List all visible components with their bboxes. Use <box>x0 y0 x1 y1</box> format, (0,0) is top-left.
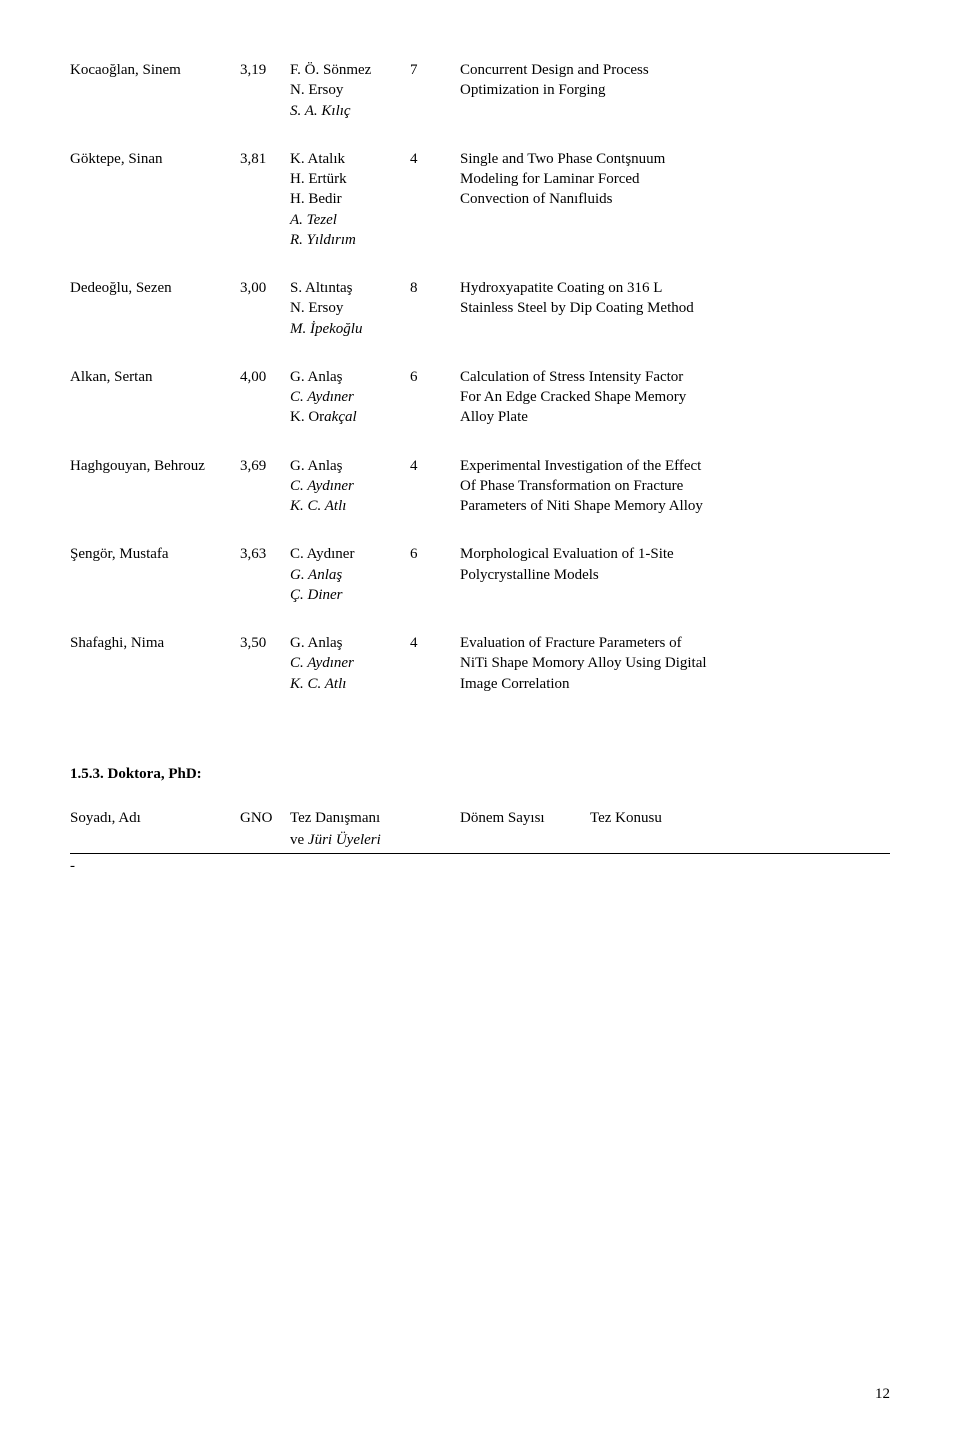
entry-gno: 3,00 <box>240 278 290 339</box>
header-advisor: Tez Danışmanı <box>290 808 410 828</box>
jury-line: C. Aydıner <box>290 653 410 673</box>
description-line: Morphological Evaluation of 1-Site <box>460 544 890 564</box>
entry-advisors: G. AnlaşC. AydınerK. C. Atlı <box>290 633 410 694</box>
entry-name: Dedeoğlu, Sezen <box>70 278 240 339</box>
section-heading: 1.5.3. Doktora, PhD: <box>70 764 890 784</box>
advisor-line: S. Altıntaş <box>290 278 410 298</box>
entry-advisors: F. Ö. SönmezN. ErsoyS. A. Kılıç <box>290 60 410 121</box>
thesis-entry: Haghgouyan, Behrouz3,69G. AnlaşC. Aydıne… <box>70 456 890 517</box>
description-line: Concurrent Design and Process <box>460 60 890 80</box>
entry-name: Şengör, Mustafa <box>70 544 240 605</box>
description-line: Image Correlation <box>460 674 890 694</box>
header-topic: Tez Konusu <box>590 808 662 828</box>
thesis-entry: Alkan, Sertan4,00G. AnlaşC. AydınerK. Or… <box>70 367 890 428</box>
description-line: Convection of Nanıfluids <box>460 189 890 209</box>
entry-advisors: G. AnlaşC. AydınerK. Orakçal <box>290 367 410 428</box>
description-line: Optimization in Forging <box>460 80 890 100</box>
description-line: Of Phase Transformation on Fracture <box>460 476 890 496</box>
jury-line: K. Orakçal <box>290 407 410 427</box>
entry-term-count: 4 <box>410 149 460 250</box>
jury-line: Ç. Diner <box>290 585 410 605</box>
thesis-entry: Shafaghi, Nima3,50G. AnlaşC. AydınerK. C… <box>70 633 890 694</box>
advisor-line: G. Anlaş <box>290 456 410 476</box>
description-line: Polycrystalline Models <box>460 565 890 585</box>
entry-name: Alkan, Sertan <box>70 367 240 428</box>
header-gno: GNO <box>240 808 290 828</box>
jury-line: C. Aydıner <box>290 476 410 496</box>
entry-term-count: 4 <box>410 456 460 517</box>
entry-term-count: 6 <box>410 367 460 428</box>
description-line: For An Edge Cracked Shape Memory <box>460 387 890 407</box>
description-line: Stainless Steel by Dip Coating Method <box>460 298 890 318</box>
entry-gno: 3,69 <box>240 456 290 517</box>
entry-term-count: 6 <box>410 544 460 605</box>
entry-name: Shafaghi, Nima <box>70 633 240 694</box>
jury-line: C. Aydıner <box>290 387 410 407</box>
jury-line: S. A. Kılıç <box>290 101 410 121</box>
entry-term-count: 7 <box>410 60 460 121</box>
dash: - <box>70 856 890 876</box>
entry-term-count: 8 <box>410 278 460 339</box>
advisor-line: K. Atalık <box>290 149 410 169</box>
entry-description: Evaluation of Fracture Parameters ofNiTi… <box>460 633 890 694</box>
entry-advisors: K. AtalıkH. ErtürkH. BedirA. TezelR. Yıl… <box>290 149 410 250</box>
entry-description: Hydroxyapatite Coating on 316 LStainless… <box>460 278 890 339</box>
entry-description: Morphological Evaluation of 1-Site Polyc… <box>460 544 890 605</box>
description-line: Modeling for Laminar Forced <box>460 169 890 189</box>
entry-advisors: G. AnlaşC. AydınerK. C. Atlı <box>290 456 410 517</box>
entry-gno: 3,81 <box>240 149 290 250</box>
entry-description: Concurrent Design and ProcessOptimizatio… <box>460 60 890 121</box>
entry-description: Single and Two Phase ContşnuumModeling f… <box>460 149 890 250</box>
entry-gno: 3,19 <box>240 60 290 121</box>
page-number: 12 <box>875 1384 890 1404</box>
jury-line: R. Yıldırım <box>290 230 410 250</box>
jury-line: M. İpekoğlu <box>290 319 410 339</box>
divider <box>70 853 890 854</box>
entry-name: Kocaoğlan, Sinem <box>70 60 240 121</box>
entry-description: Calculation of Stress Intensity Factor F… <box>460 367 890 428</box>
advisor-line: G. Anlaş <box>290 367 410 387</box>
description-line: Parameters of Niti Shape Memory Alloy <box>460 496 890 516</box>
thesis-entry: Göktepe, Sinan3,81K. AtalıkH. ErtürkH. B… <box>70 149 890 250</box>
entry-description: Experimental Investigation of the Effect… <box>460 456 890 517</box>
jury-line: K. C. Atlı <box>290 496 410 516</box>
entry-term-count: 4 <box>410 633 460 694</box>
thesis-entry: Şengör, Mustafa3,63C. AydınerG. AnlaşÇ. … <box>70 544 890 605</box>
entry-name: Göktepe, Sinan <box>70 149 240 250</box>
header-surname: Soyadı, Adı <box>70 808 240 828</box>
description-line: NiTi Shape Momory Alloy Using Digital <box>460 653 890 673</box>
entry-gno: 3,50 <box>240 633 290 694</box>
header-advisor-jury: Jüri Üyeleri <box>308 832 381 848</box>
description-line: Hydroxyapatite Coating on 316 L <box>460 278 890 298</box>
description-line: Calculation of Stress Intensity Factor <box>460 367 890 387</box>
jury-line: G. Anlaş <box>290 565 410 585</box>
entry-name: Haghgouyan, Behrouz <box>70 456 240 517</box>
description-line: Experimental Investigation of the Effect <box>460 456 890 476</box>
jury-line: K. C. Atlı <box>290 674 410 694</box>
advisor-line: G. Anlaş <box>290 633 410 653</box>
advisor-line: F. Ö. Sönmez <box>290 60 410 80</box>
header-advisor-ve: ve <box>290 832 304 848</box>
thesis-entries-list: Kocaoğlan, Sinem3,19F. Ö. SönmezN. Ersoy… <box>70 60 890 694</box>
advisor-line: H. Bedir <box>290 189 410 209</box>
advisor-line: N. Ersoy <box>290 80 410 100</box>
advisor-line: N. Ersoy <box>290 298 410 318</box>
entry-gno: 4,00 <box>240 367 290 428</box>
description-line: Alloy Plate <box>460 407 890 427</box>
advisor-line: H. Ertürk <box>290 169 410 189</box>
table-header-row-2: ve Jüri Üyeleri <box>70 830 890 850</box>
description-line: Evaluation of Fracture Parameters of <box>460 633 890 653</box>
description-line: Single and Two Phase Contşnuum <box>460 149 890 169</box>
advisor-line: C. Aydıner <box>290 544 410 564</box>
header-term: Dönem Sayısı <box>460 808 590 828</box>
entry-advisors: S. AltıntaşN. ErsoyM. İpekoğlu <box>290 278 410 339</box>
header-advisor-line1: Tez Danışmanı <box>290 808 410 828</box>
jury-line: A. Tezel <box>290 210 410 230</box>
entry-advisors: C. AydınerG. AnlaşÇ. Diner <box>290 544 410 605</box>
entry-gno: 3,63 <box>240 544 290 605</box>
thesis-entry: Kocaoğlan, Sinem3,19F. Ö. SönmezN. Ersoy… <box>70 60 890 121</box>
table-header-row: Soyadı, Adı GNO Tez Danışmanı Dönem Sayı… <box>70 808 890 828</box>
thesis-entry: Dedeoğlu, Sezen3,00S. AltıntaşN. ErsoyM.… <box>70 278 890 339</box>
